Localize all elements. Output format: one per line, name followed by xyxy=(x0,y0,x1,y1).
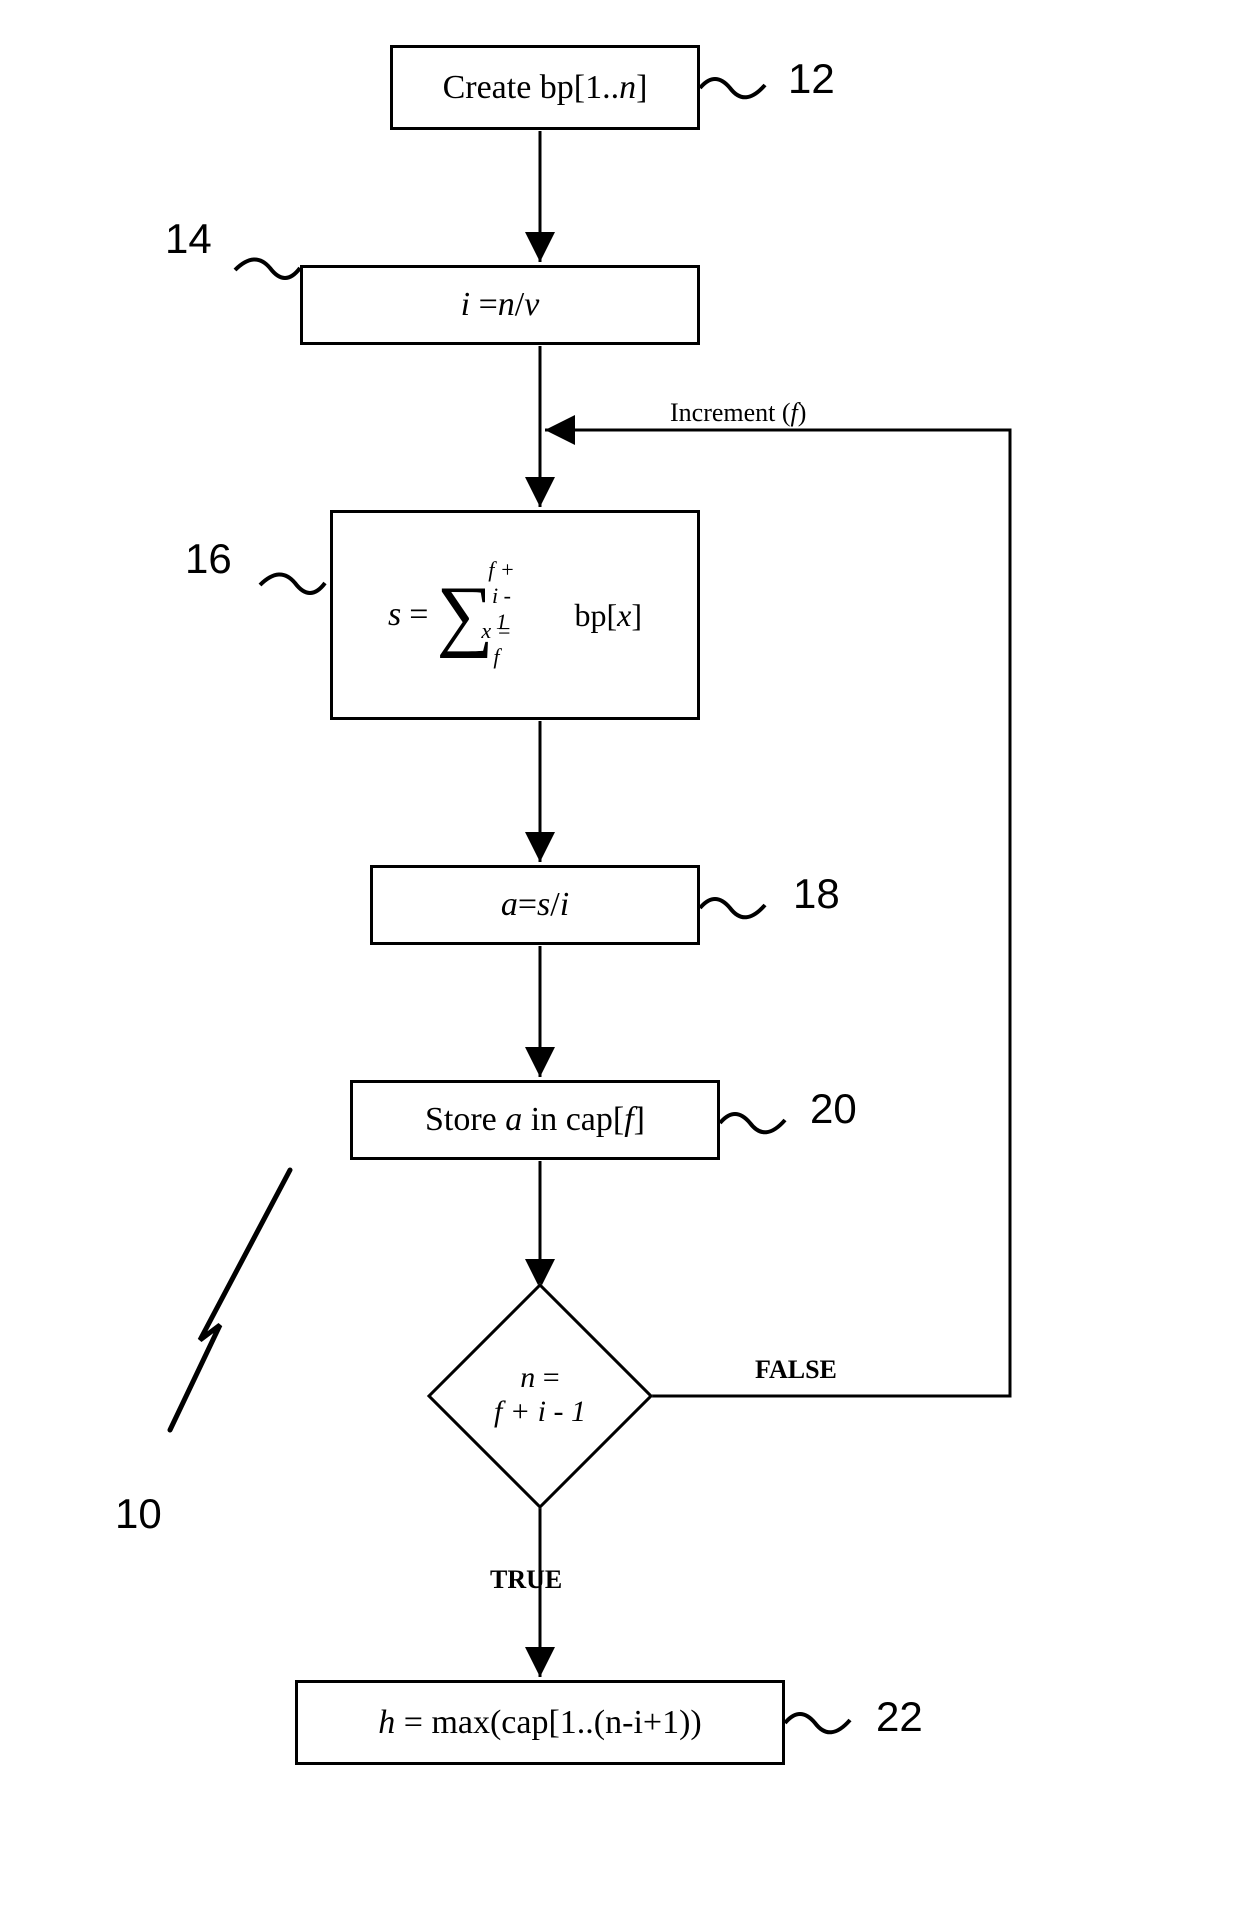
callout-label-14: 14 xyxy=(165,215,212,263)
node-create-bp: Create bp[1..n] xyxy=(390,45,700,130)
callout-label-20: 20 xyxy=(810,1085,857,1133)
node-text: / xyxy=(515,286,524,324)
callout-squiggle-18 xyxy=(700,880,790,950)
sigma-lower: x = f xyxy=(476,618,516,670)
slash-mark xyxy=(130,1150,330,1470)
node-text: v xyxy=(524,286,539,324)
node-i-equals: i = n/v xyxy=(300,265,700,345)
node-text: Store a in cap[f] xyxy=(425,1101,645,1139)
callout-label-12: 12 xyxy=(788,55,835,103)
node-text: h = max(cap[1..(n-i+1)) xyxy=(378,1704,701,1742)
decision-content: n = f + i - 1 xyxy=(430,1340,650,1450)
decision-line2: f + i - 1 xyxy=(494,1395,586,1429)
callout-squiggle-14 xyxy=(220,240,310,310)
node-text: n xyxy=(498,286,515,324)
callout-label-18: 18 xyxy=(793,870,840,918)
node-text: Create bp[1..n] xyxy=(443,69,648,107)
callout-squiggle-20 xyxy=(720,1095,810,1165)
node-text: = xyxy=(518,886,537,924)
node-text: s xyxy=(537,886,550,924)
node-text: i xyxy=(461,286,479,324)
callout-squiggle-16 xyxy=(245,555,335,625)
edge-label-true: TRUE xyxy=(490,1565,562,1595)
node-h-max: h = max(cap[1..(n-i+1)) xyxy=(295,1680,785,1765)
callout-label-22: 22 xyxy=(876,1693,923,1741)
node-store-a: Store a in cap[f] xyxy=(350,1080,720,1160)
node-a-equals: a = s / i xyxy=(370,865,700,945)
node-sum: s = f + i - 1 ∑ x = f bp[x] xyxy=(330,510,700,720)
callout-label-16: 16 xyxy=(185,535,232,583)
node-text: i xyxy=(560,886,569,924)
edge-label-increment: Increment (f) xyxy=(670,398,806,428)
sum-equals: = xyxy=(409,596,428,634)
node-text: a xyxy=(501,886,518,924)
decision-line1: n = xyxy=(520,1361,559,1395)
callout-squiggle-22 xyxy=(785,1695,875,1765)
callout-squiggle-12 xyxy=(700,60,790,130)
figure-label: 10 xyxy=(115,1490,162,1538)
sigma-wrap: f + i - 1 ∑ x = f xyxy=(436,565,516,665)
edge-label-false: FALSE xyxy=(755,1355,837,1385)
node-text: = xyxy=(479,286,498,324)
sum-lhs: s xyxy=(388,596,401,634)
node-text: / xyxy=(550,886,559,924)
sum-body: bp[x] xyxy=(574,597,642,634)
